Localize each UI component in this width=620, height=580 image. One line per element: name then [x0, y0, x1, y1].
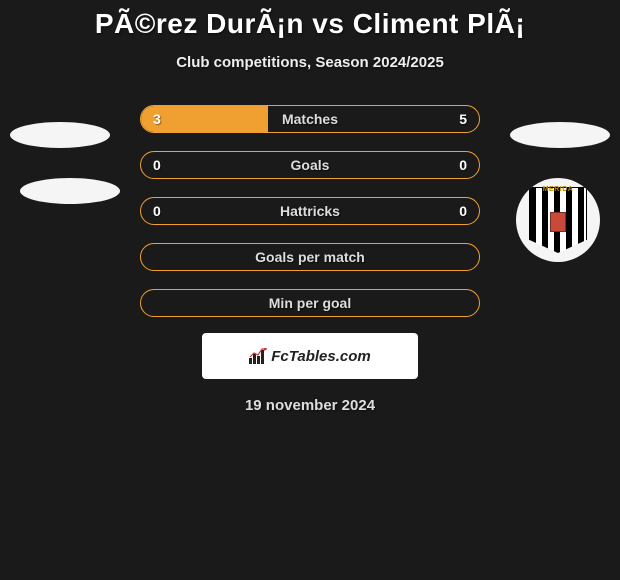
fctables-logo: FcTables.com [249, 348, 370, 365]
stat-row: 3 5 Matches [0, 103, 620, 135]
fctables-text: FcTables.com [271, 348, 370, 365]
date-label: 19 november 2024 [0, 397, 620, 414]
stat-label: Matches [282, 111, 338, 127]
stat-row: Min per goal [0, 287, 620, 319]
stat-label: Min per goal [269, 295, 351, 311]
stats-container: 3 5 Matches 0 0 Goals 0 0 Hattricks Goals per mat… [0, 103, 620, 319]
page-title: PÃ©rez DurÃ¡n vs Climent PlÃ¡ [0, 0, 620, 40]
stat-bar: 0 0 Goals [140, 151, 480, 179]
stat-row: 0 0 Goals [0, 149, 620, 181]
stat-label: Goals [291, 157, 330, 173]
stat-value-left: 3 [153, 111, 161, 127]
fctables-badge[interactable]: FcTables.com [202, 333, 418, 379]
stat-value-left: 0 [153, 157, 161, 173]
stat-bar: Goals per match [140, 243, 480, 271]
stat-label: Hattricks [280, 203, 340, 219]
stat-value-right: 0 [459, 157, 467, 173]
stat-value-right: 0 [459, 203, 467, 219]
stat-bar: 0 0 Hattricks [140, 197, 480, 225]
stat-row: 0 0 Hattricks [0, 195, 620, 227]
stat-label: Goals per match [255, 249, 365, 265]
stat-row: Goals per match [0, 241, 620, 273]
club-logo-text: MERIDA [543, 186, 574, 193]
stat-value-left: 0 [153, 203, 161, 219]
stat-bar: Min per goal [140, 289, 480, 317]
stat-value-right: 5 [459, 111, 467, 127]
chart-icon [249, 348, 269, 364]
stat-bar: 3 5 Matches [140, 105, 480, 133]
subtitle: Club competitions, Season 2024/2025 [0, 54, 620, 71]
